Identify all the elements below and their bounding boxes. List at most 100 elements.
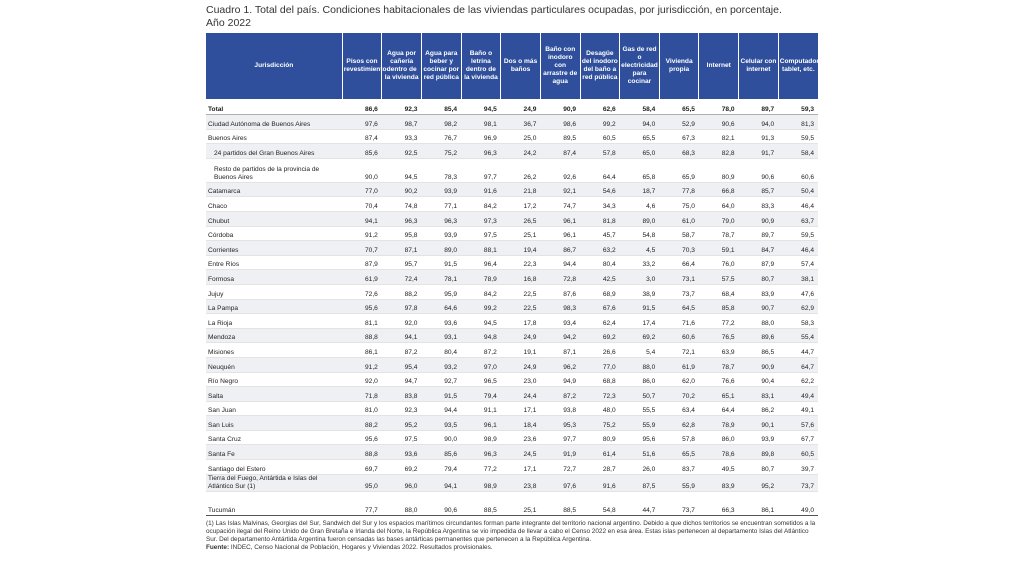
row-value-cell: 88,5 xyxy=(461,491,501,516)
row-value-cell: 85,7 xyxy=(738,182,779,198)
row-value-cell: 90,6 xyxy=(738,158,779,183)
row-value-cell: 23,6 xyxy=(500,430,541,446)
row-jurisdiction-name: 24 partidos del Gran Buenos Aires xyxy=(206,143,343,159)
row-value-cell: 98,1 xyxy=(461,114,501,130)
table-row: Resto de partidos de la provincia de Bue… xyxy=(206,158,818,183)
row-value-cell: 54,6 xyxy=(580,182,620,198)
row-value-cell: 88,2 xyxy=(342,415,382,431)
row-value-cell: 93,8 xyxy=(540,401,581,417)
row-value-cell: 81,8 xyxy=(580,211,620,227)
table-row: Tucumán 77,7 88,0 90,6 88,5 25,1 88,5 54,8 44,7 7… xyxy=(206,491,818,516)
row-value-cell: 81,1 xyxy=(342,313,382,329)
row-value-cell: 17,4 xyxy=(619,313,660,329)
row-value-cell: 88,2 xyxy=(381,284,422,300)
row-value-cell: 84,2 xyxy=(461,196,501,212)
row-value-cell: 60,6 xyxy=(778,158,818,183)
row-value-cell: 68,3 xyxy=(659,143,699,159)
row-value-cell: 72,1 xyxy=(659,342,699,358)
row-value-cell: 62,6 xyxy=(580,99,620,115)
row-value-cell: 83,8 xyxy=(381,386,422,402)
row-value-cell: 79,4 xyxy=(421,459,462,475)
row-value-cell: 80,7 xyxy=(738,459,779,475)
row-value-cell: 76,6 xyxy=(698,372,739,388)
row-value-cell: 64,4 xyxy=(698,401,739,417)
row-value-cell: 65,1 xyxy=(698,386,739,402)
row-value-cell: 92,5 xyxy=(381,143,422,159)
row-value-cell: 79,4 xyxy=(461,386,501,402)
row-value-cell: 68,8 xyxy=(580,372,620,388)
row-value-cell: 78,3 xyxy=(421,158,462,183)
row-value-cell: 50,7 xyxy=(619,386,660,402)
row-value-cell: 63,4 xyxy=(659,401,699,417)
row-value-cell: 65,0 xyxy=(619,143,660,159)
row-value-cell: 97,7 xyxy=(540,430,581,446)
source-line: Fuente: INDEC, Censo Nacional de Poblaci… xyxy=(206,544,818,552)
row-value-cell: 63,2 xyxy=(580,240,620,256)
row-value-cell: 70,7 xyxy=(342,240,382,256)
row-value-cell: 60,6 xyxy=(659,328,699,344)
row-value-cell: 80,9 xyxy=(580,430,620,446)
row-value-cell: 93,9 xyxy=(421,182,462,198)
row-value-cell: 90,7 xyxy=(738,299,779,315)
row-value-cell: 94,9 xyxy=(540,372,581,388)
row-jurisdiction-name: Tierra del Fuego, Antártida e Islas del … xyxy=(206,474,343,492)
row-value-cell: 66,8 xyxy=(698,182,739,198)
table-row: Entre Ríos 87,9 95,7 91,5 96,4 22,3 94,4 80,4 33… xyxy=(206,255,818,271)
table-row: La Rioja 81,1 92,0 93,6 94,5 17,8 93,4 62,4 17,4… xyxy=(206,313,818,329)
row-value-cell: 92,1 xyxy=(540,182,581,198)
row-value-cell: 61,9 xyxy=(659,357,699,373)
row-jurisdiction-name: Tucumán xyxy=(206,491,343,516)
row-value-cell: 94,8 xyxy=(461,328,501,344)
row-value-cell: 86,2 xyxy=(738,401,779,417)
row-value-cell: 70,4 xyxy=(342,196,382,212)
row-value-cell: 57,4 xyxy=(778,255,818,271)
row-value-cell: 33,2 xyxy=(619,255,660,271)
row-value-cell: 80,4 xyxy=(421,342,462,358)
row-value-cell: 91,2 xyxy=(342,226,382,242)
row-value-cell: 46,4 xyxy=(778,240,818,256)
row-value-cell: 62,2 xyxy=(778,372,818,388)
col-header-vivienda-propia: Vivienda propia xyxy=(658,33,699,99)
document: Cuadro 1. Total del país. Condiciones ha… xyxy=(206,4,824,552)
row-value-cell: 85,8 xyxy=(698,299,739,315)
row-value-cell: 64,4 xyxy=(580,158,620,183)
row-value-cell: 36,7 xyxy=(500,114,541,130)
table-row: Neuquén 91,2 95,4 93,2 97,0 24,9 96,2 77,0 88,0 6… xyxy=(206,357,818,373)
row-value-cell: 62,0 xyxy=(659,372,699,388)
row-value-cell: 82,1 xyxy=(698,129,739,145)
row-value-cell: 86,0 xyxy=(698,430,739,446)
row-jurisdiction-name: La Pampa xyxy=(206,299,343,315)
row-value-cell: 24,9 xyxy=(500,99,541,115)
row-value-cell: 65,5 xyxy=(619,129,660,145)
table-row: Córdoba 91,2 95,8 93,9 97,5 25,1 96,1 45,7 54,8 5… xyxy=(206,226,818,242)
row-value-cell: 38,9 xyxy=(619,284,660,300)
row-value-cell: 73,7 xyxy=(659,491,699,516)
row-value-cell: 72,8 xyxy=(540,269,581,285)
row-value-cell: 94,2 xyxy=(540,328,581,344)
row-value-cell: 85,6 xyxy=(421,444,462,461)
row-value-cell: 99,2 xyxy=(461,299,501,315)
row-value-cell: 70,2 xyxy=(659,386,699,402)
row-value-cell: 94,5 xyxy=(461,313,501,329)
row-value-cell: 69,7 xyxy=(342,459,382,475)
row-value-cell: 83,7 xyxy=(659,459,699,475)
row-value-cell: 87,9 xyxy=(342,255,382,271)
row-value-cell: 88,0 xyxy=(738,313,779,329)
row-value-cell: 3,0 xyxy=(619,269,660,285)
table-row: Chubut 94,1 96,3 96,3 97,3 26,5 96,1 81,8 89,0 61… xyxy=(206,211,818,227)
row-value-cell: 86,7 xyxy=(540,240,581,256)
row-value-cell: 94,1 xyxy=(421,474,462,492)
row-value-cell: 95,0 xyxy=(342,474,382,492)
row-value-cell: 91,7 xyxy=(738,143,779,159)
row-jurisdiction-name: Total xyxy=(206,99,343,115)
table-row: Ciudad Autónoma de Buenos Aires 97,6 98,7 9… xyxy=(206,114,818,130)
row-value-cell: 94,5 xyxy=(381,158,422,183)
row-value-cell: 76,5 xyxy=(698,328,739,344)
row-value-cell: 93,9 xyxy=(738,430,779,446)
row-value-cell: 89,0 xyxy=(619,211,660,227)
row-jurisdiction-name: Córdoba xyxy=(206,226,343,242)
row-value-cell: 89,0 xyxy=(421,240,462,256)
table-title: Cuadro 1. Total del país. Condiciones ha… xyxy=(206,4,818,30)
row-value-cell: 91,2 xyxy=(342,357,382,373)
table-row: Mendoza 88,8 94,1 93,1 94,8 24,9 94,2 69,2 69,2 6… xyxy=(206,328,818,344)
